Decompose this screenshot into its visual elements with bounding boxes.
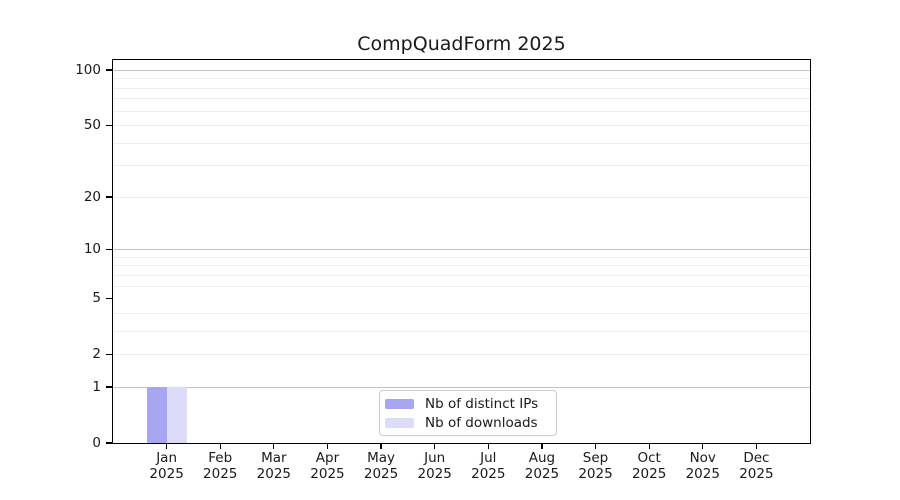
x-tick-label: Aug 2025 <box>524 450 560 482</box>
x-tick-mark <box>165 443 168 449</box>
y-tick-label: 5 <box>92 290 101 307</box>
legend-label-downloads: Nb of downloads <box>425 414 538 431</box>
gridline-minor <box>113 312 810 314</box>
legend-item-distinct-ips: Nb of distinct IPs <box>380 395 556 413</box>
y-tick-mark <box>106 248 113 250</box>
gridline-minor <box>113 354 810 356</box>
x-tick-label: Apr 2025 <box>310 450 345 482</box>
chart-title: CompQuadForm 2025 <box>357 33 566 55</box>
gridline-minor <box>113 87 810 89</box>
y-tick-label: 1 <box>92 378 101 395</box>
x-tick-mark <box>648 443 650 449</box>
y-tick-mark <box>106 69 113 71</box>
gridline-minor <box>113 125 810 127</box>
x-tick-label: Mar 2025 <box>256 450 292 482</box>
x-tick-mark <box>326 443 329 449</box>
x-tick-label: Dec 2025 <box>739 450 774 482</box>
plot-area <box>113 60 810 443</box>
gridline-major <box>113 386 810 388</box>
bar-distinct-ips-jan-2025 <box>146 386 167 443</box>
y-tick-label: 2 <box>92 346 101 363</box>
y-tick-label: 100 <box>75 62 101 78</box>
legend: Nb of distinct IPs Nb of downloads <box>379 390 557 436</box>
gridline-minor <box>113 330 810 332</box>
x-tick-label: Sep 2025 <box>578 450 613 482</box>
gridline-minor <box>113 256 810 258</box>
y-tick-mark <box>106 442 113 444</box>
gridline-minor <box>113 265 810 267</box>
x-tick-mark <box>434 443 436 449</box>
legend-swatch-distinct-ips <box>385 398 414 409</box>
bar-downloads-jan-2025 <box>166 386 187 443</box>
x-tick-mark <box>541 443 543 449</box>
x-tick-mark <box>219 443 221 449</box>
x-tick-label: Oct 2025 <box>631 450 667 482</box>
x-tick-mark <box>273 443 275 449</box>
gridline-minor <box>113 98 810 100</box>
x-tick-label: Jul 2025 <box>471 450 506 482</box>
legend-label-distinct-ips: Nb of distinct IPs <box>425 395 539 412</box>
gridline-minor <box>113 274 810 276</box>
legend-item-downloads: Nb of downloads <box>380 414 556 432</box>
gridline-minor <box>113 78 810 80</box>
gridline-minor <box>113 285 810 287</box>
x-tick-mark <box>380 443 382 449</box>
x-tick-label: Feb 2025 <box>203 450 238 482</box>
x-tick-label: Jun 2025 <box>417 450 452 482</box>
y-tick-mark <box>106 386 113 388</box>
legend-swatch-downloads <box>385 417 414 428</box>
gridline-minor <box>113 196 810 198</box>
gridline-minor <box>113 142 810 144</box>
x-tick-mark <box>487 443 489 449</box>
x-tick-label: Jan 2025 <box>149 450 184 482</box>
y-tick-label: 20 <box>83 188 101 205</box>
y-tick-mark <box>106 196 113 198</box>
y-tick-label: 10 <box>83 241 101 258</box>
gridline-minor <box>113 165 810 167</box>
x-tick-mark <box>755 443 758 449</box>
y-tick-mark <box>106 353 113 355</box>
x-tick-mark <box>702 443 704 449</box>
gridline-major <box>113 70 810 71</box>
y-tick-label: 50 <box>83 117 101 134</box>
x-tick-label: Nov 2025 <box>685 450 720 482</box>
gridline-minor <box>113 110 810 112</box>
y-tick-mark <box>106 124 113 126</box>
gridline-major <box>113 249 810 251</box>
x-tick-label: May 2025 <box>363 450 399 482</box>
x-tick-mark <box>594 443 597 449</box>
y-tick-mark <box>106 297 113 299</box>
y-tick-label: 0 <box>92 435 101 451</box>
